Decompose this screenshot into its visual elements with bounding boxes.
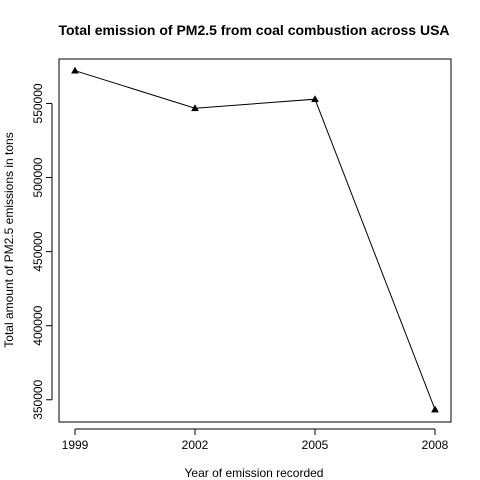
x-tick-label: 2005	[302, 438, 329, 452]
plot-frame	[58, 58, 452, 423]
y-tick-label: 450000	[31, 231, 45, 271]
data-point-1999	[71, 66, 79, 74]
x-tick-label: 2008	[422, 438, 449, 452]
x-axis-label: Year of emission recorded	[185, 466, 324, 480]
x-tick-label: 2002	[182, 438, 209, 452]
x-tick-label: 1999	[62, 438, 89, 452]
data-series	[71, 66, 439, 413]
y-tick-label: 550000	[31, 83, 45, 123]
y-tick-label: 350000	[31, 379, 45, 419]
series-line	[74, 70, 436, 410]
y-axis-label: Total amount of PM2.5 emissions in tons	[2, 132, 16, 347]
data-point-2008	[431, 405, 439, 413]
data-point-2002	[191, 104, 199, 112]
y-axis: 350000 400000 450000 500000 550000	[31, 83, 53, 420]
y-tick-label: 400000	[31, 305, 45, 345]
x-axis: 1999 2002 2005 2008	[62, 428, 449, 452]
data-point-2005	[311, 95, 319, 103]
y-tick-label: 500000	[31, 157, 45, 197]
chart-title: Total emission of PM2.5 from coal combus…	[58, 22, 449, 38]
